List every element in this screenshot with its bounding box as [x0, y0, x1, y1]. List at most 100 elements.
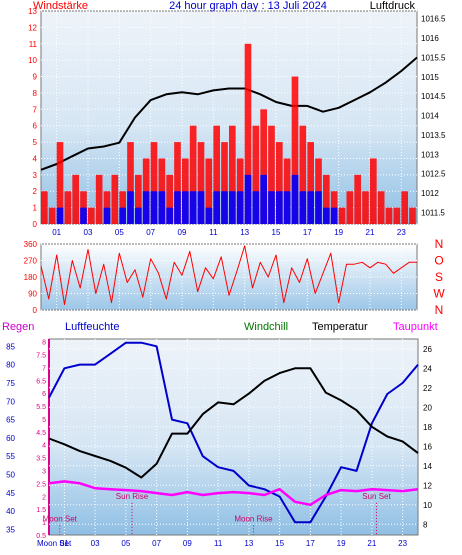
temp-tick-label: 8: [423, 520, 428, 529]
gust-bar: [88, 207, 95, 224]
rain-tick-label: 6.5: [36, 378, 46, 385]
pressure-axis-title: Luftdruck: [370, 0, 416, 12]
temp-tick-label: 20: [423, 403, 432, 412]
temp-tick-label: 26: [423, 345, 432, 354]
legend-temperatur: Temperatur: [312, 321, 368, 333]
gust-bar: [41, 191, 48, 224]
top-x-tick-label: 05: [115, 228, 124, 237]
top-x-tick-label: 23: [397, 228, 406, 237]
gust-bar: [189, 125, 197, 224]
event-label: Moon Set: [43, 514, 78, 523]
rain-tick-label: 8: [42, 340, 46, 347]
gust-bar: [111, 174, 119, 224]
wind-tick-label: 9: [33, 73, 38, 82]
pressure-tick-label: 1015.5: [421, 53, 446, 62]
wind-bar: [330, 207, 338, 224]
wind-bar: [244, 174, 252, 224]
top-x-tick-label: 01: [52, 228, 61, 237]
wind-bar: [166, 207, 173, 224]
mid-plot-area: [41, 244, 417, 310]
wind-tick-label: 2: [33, 187, 38, 196]
gust-bar: [346, 191, 354, 224]
rain-tick-label: 3.5: [36, 456, 46, 463]
pressure-tick-label: 1012.5: [421, 170, 446, 179]
gust-bar: [127, 142, 134, 224]
direction-tick-label: 0: [33, 306, 38, 315]
rain-tick-label: 4: [42, 443, 46, 450]
pressure-tick-label: 1014: [421, 112, 439, 121]
wind-bar: [229, 191, 236, 224]
top-x-tick-label: 07: [146, 228, 155, 237]
humidity-tick-label: 60: [6, 434, 15, 443]
bottom-x-tick-label: 05: [121, 539, 130, 548]
moon-phase-label: Moon Set: [37, 539, 72, 548]
gust-bar: [385, 207, 393, 224]
rain-tick-label: 1.5: [36, 507, 46, 514]
humidity-tick-label: 50: [6, 471, 15, 480]
gust-bar: [72, 174, 79, 224]
gust-bar: [377, 191, 385, 224]
wind-bar: [299, 191, 307, 224]
wind-bar: [236, 191, 244, 224]
gust-bar: [229, 125, 236, 224]
top-x-tick-label: 11: [209, 228, 218, 237]
wind-bar: [127, 191, 134, 224]
gust-bar: [48, 207, 56, 224]
wind-tick-label: 7: [33, 105, 38, 114]
top-x-tick-label: 15: [272, 228, 281, 237]
taupunkt-line: [48, 480, 419, 507]
series-layer: [40, 43, 419, 524]
bottom-x-tick-label: 15: [275, 539, 284, 548]
legend-regen: Regen: [2, 321, 34, 333]
rain-tick-label: 0.5: [36, 533, 46, 540]
wind-bar: [158, 191, 166, 224]
wind-tick-label: 5: [33, 138, 38, 147]
wind-bar: [150, 191, 158, 224]
pressure-tick-label: 1016.5: [421, 15, 446, 24]
pressure-tick-label: 1014.5: [421, 92, 446, 101]
gust-bar: [409, 207, 416, 224]
wind-bar: [56, 207, 64, 224]
compass-tick-label: O: [434, 254, 443, 268]
direction-tick-label: 360: [24, 240, 38, 249]
wind-tick-label: 1: [33, 204, 38, 213]
temp-tick-label: 14: [423, 462, 432, 471]
gust-bar: [268, 125, 275, 224]
gust-bar: [213, 125, 220, 224]
wind-tick-label: 8: [33, 89, 38, 98]
pressure-tick-label: 1011.5: [421, 208, 445, 217]
legend-windchill: Windchill: [244, 321, 288, 333]
gust-bar: [205, 158, 213, 224]
humidity-tick-label: 80: [6, 361, 15, 370]
gust-bar: [95, 174, 103, 224]
wind-bar: [276, 191, 283, 224]
direction-tick-label: 270: [24, 257, 38, 266]
wind-bar: [103, 207, 111, 224]
pressure-tick-label: 1015: [421, 73, 439, 82]
bottom-x-tick-label: 23: [398, 539, 407, 548]
compass-tick-label: W: [433, 287, 445, 301]
top-x-tick-label: 09: [178, 228, 187, 237]
gust-bar: [135, 174, 142, 224]
compass-tick-label: N: [435, 237, 444, 251]
gust-bar: [252, 125, 260, 224]
wind-bar: [142, 191, 150, 224]
wind-bar: [135, 207, 142, 224]
rain-tick-label: 4.5: [36, 430, 46, 437]
wind-bar: [315, 191, 322, 224]
gust-bar: [299, 125, 307, 224]
gust-bar: [401, 191, 408, 224]
gust-bar: [291, 76, 299, 225]
top-x-tick-label: 17: [303, 228, 312, 237]
bottom-x-tick-label: 01: [60, 539, 69, 548]
gust-bar: [370, 158, 377, 224]
event-label: Moon Rise: [234, 514, 273, 523]
wind-bar: [182, 191, 189, 224]
gust-bar: [244, 43, 252, 225]
wind-bar: [260, 174, 267, 224]
bottom-x-tick-label: 07: [152, 539, 161, 548]
wind-bar: [252, 191, 260, 224]
temp-tick-label: 16: [423, 442, 432, 451]
humidity-tick-label: 75: [6, 379, 15, 388]
legend-taupunkt: Taupunkt: [393, 321, 438, 333]
